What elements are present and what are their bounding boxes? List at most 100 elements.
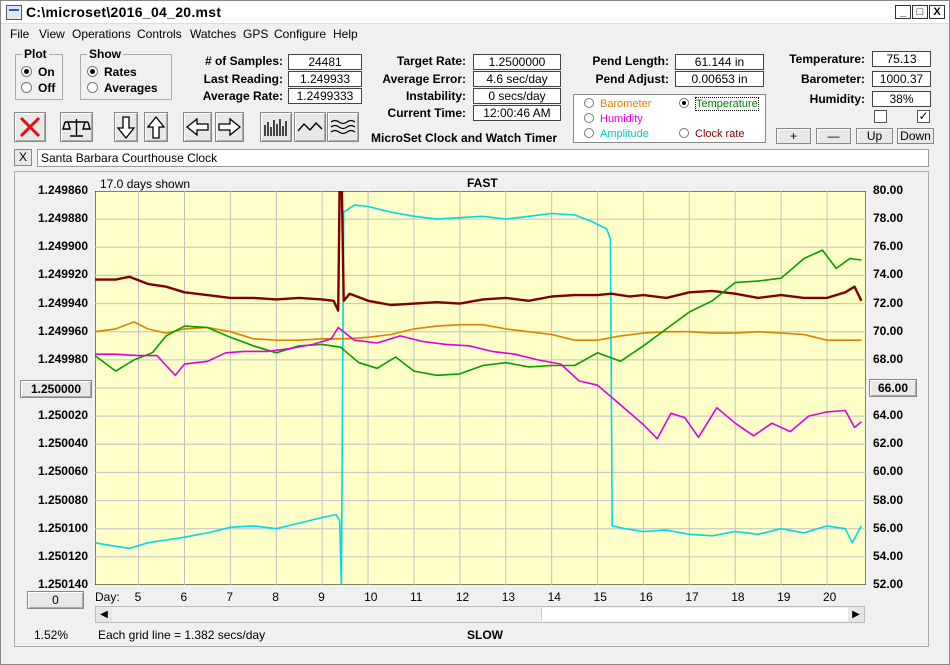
radio-off-icon xyxy=(584,98,594,108)
menu-help[interactable]: Help xyxy=(333,27,358,41)
menu-view[interactable]: View xyxy=(39,27,65,41)
cancel-button[interactable] xyxy=(14,112,46,142)
left-arrow-button[interactable] xyxy=(183,112,212,142)
clock-rate-option[interactable]: Clock rate xyxy=(679,128,745,140)
show-averages-radio[interactable]: Averages xyxy=(87,81,158,95)
x-tick-label: 16 xyxy=(639,590,653,604)
y-left-tick: 1.249940 xyxy=(37,295,88,310)
y-left-tick: 1.250100 xyxy=(37,520,88,535)
up-arrow-button[interactable] xyxy=(144,112,168,142)
up-button[interactable]: Up xyxy=(856,128,893,144)
grid-note: Each grid line = 1.382 secs/day xyxy=(98,628,266,642)
y-left-tick: 1.249920 xyxy=(37,267,88,282)
temperature-option-label: Temperature xyxy=(695,97,759,111)
series-humidity xyxy=(95,326,862,440)
scale-percent: 1.52% xyxy=(34,628,69,642)
y-left-tick: 1.249880 xyxy=(37,211,88,226)
radio-off-icon xyxy=(584,113,594,123)
menu-controls[interactable]: Controls xyxy=(137,27,182,41)
maximize-button[interactable]: □ xyxy=(912,5,928,19)
current-time-value: 12:00:46 AM xyxy=(473,105,561,121)
clock-name-field[interactable]: Santa Barbara Courthouse Clock xyxy=(37,149,929,167)
barometer-option-label: Barometer xyxy=(600,98,652,110)
center-temp-button[interactable]: 66.00 xyxy=(869,379,917,397)
day-axis-label: Day: xyxy=(95,590,120,604)
y-left-tick: 1.249900 xyxy=(37,239,88,254)
amplitude-option[interactable]: Amplitude xyxy=(584,128,649,140)
title-bar: C:\microset\2016_04_20.mst _ □ X xyxy=(1,1,949,24)
y-right-tick: 54.00 xyxy=(873,548,904,563)
left-checkbox[interactable] xyxy=(874,110,887,123)
menu-file[interactable]: File xyxy=(10,27,30,41)
minimize-button[interactable]: _ xyxy=(895,5,911,19)
app-icon xyxy=(6,5,22,20)
plus-button[interactable]: + xyxy=(776,128,811,144)
y-right-tick: 78.00 xyxy=(873,211,904,226)
show-rates-radio[interactable]: Rates xyxy=(87,65,137,79)
x-tick-label: 11 xyxy=(409,590,423,604)
target-rate-value: 1.2500000 xyxy=(473,54,561,70)
scroll-left-icon[interactable]: ◀ xyxy=(96,607,112,622)
menu-watches[interactable]: Watches xyxy=(190,27,237,41)
y-right-tick: 58.00 xyxy=(873,492,904,507)
y-right-tick: 70.00 xyxy=(873,323,904,338)
x-tick-label: 12 xyxy=(455,590,470,604)
average-rate-value: 1.2499333 xyxy=(288,88,362,104)
minus-button[interactable]: — xyxy=(816,128,851,144)
x-tick-label: 7 xyxy=(226,590,234,604)
right-arrow-button[interactable] xyxy=(215,112,244,142)
plot-on-label: On xyxy=(38,65,55,79)
temperature-option[interactable]: Temperature xyxy=(679,97,759,111)
arrow-left-icon xyxy=(185,117,209,137)
bar-chart-icon xyxy=(264,119,287,136)
radio-off-icon xyxy=(21,82,32,93)
plot-group-title: Plot xyxy=(22,47,49,61)
down-arrow-button[interactable] xyxy=(114,112,138,142)
plot-on-radio[interactable]: On xyxy=(21,65,55,79)
humidity-label: Humidity: xyxy=(809,92,865,106)
x-tick-label: 6 xyxy=(180,590,188,604)
wave-button[interactable] xyxy=(294,112,326,142)
chart-scrollbar[interactable]: ◀ ▶ xyxy=(95,606,865,623)
y-right-tick: 64.00 xyxy=(873,408,904,423)
radio-on-icon xyxy=(87,66,98,77)
x-tick-label: 15 xyxy=(593,590,607,604)
multi-wave-button[interactable] xyxy=(327,112,359,142)
right-checkbox[interactable]: ✓ xyxy=(917,109,930,123)
average-error-label: Average Error: xyxy=(382,72,466,86)
y-left-tick: 1.250140 xyxy=(37,577,88,591)
plot-off-radio[interactable]: Off xyxy=(21,81,55,95)
down-button[interactable]: Down xyxy=(897,128,934,144)
balance-button[interactable] xyxy=(60,112,93,142)
pend-length-label: Pend Length: xyxy=(592,54,669,68)
humidity-option[interactable]: Humidity xyxy=(584,113,643,125)
x-tick-label: 17 xyxy=(685,590,699,604)
scroll-thumb[interactable] xyxy=(541,608,850,621)
scroll-right-icon[interactable]: ▶ xyxy=(848,607,864,622)
chart-frame xyxy=(14,171,929,647)
show-group: Show Rates Averages xyxy=(80,47,172,100)
plot-group: Plot On Off xyxy=(15,47,63,100)
show-group-title: Show xyxy=(87,47,123,61)
samples-value: 24481 xyxy=(288,54,362,70)
temperature-label: Temperature: xyxy=(789,52,865,66)
x-tick-label: 9 xyxy=(318,590,325,604)
x-tick-label: 19 xyxy=(777,590,791,604)
bar-chart-button[interactable] xyxy=(260,112,292,142)
menu-operations[interactable]: Operations xyxy=(72,27,131,41)
clock-rate-option-label: Clock rate xyxy=(695,128,745,140)
menu-configure[interactable]: Configure xyxy=(274,27,327,41)
close-button[interactable]: X xyxy=(929,5,945,19)
clear-name-button[interactable]: X xyxy=(14,149,32,166)
offset-button[interactable]: 0 xyxy=(27,591,84,609)
target-rate-label: Target Rate: xyxy=(396,54,466,68)
center-rate-button[interactable]: 1.250000 xyxy=(20,380,92,398)
menu-gps[interactable]: GPS xyxy=(243,27,269,41)
y-left-tick: 1.250060 xyxy=(37,464,88,479)
instability-label: Instability: xyxy=(405,89,466,103)
current-time-label: Current Time: xyxy=(387,106,466,120)
y-right-tick: 62.00 xyxy=(873,436,904,451)
y-left-tick: 1.250080 xyxy=(37,492,88,507)
barometer-option[interactable]: Barometer xyxy=(584,98,651,110)
samples-label: # of Samples: xyxy=(204,54,283,68)
